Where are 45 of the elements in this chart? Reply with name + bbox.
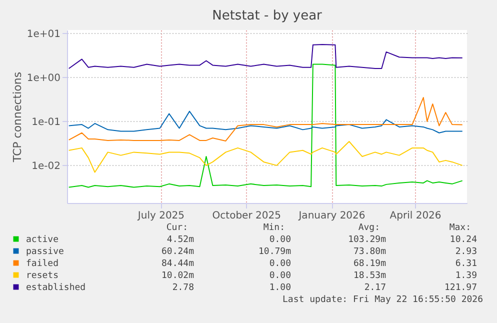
legend-label: passive (26, 247, 64, 257)
text: 103.29m (348, 235, 386, 245)
y-tick-label: 1e+00 (26, 72, 60, 84)
text: 0.00 (269, 259, 291, 269)
legend-label: resets (26, 271, 59, 281)
text: 60.24m (161, 247, 194, 257)
x-tick-label: October 2025 (212, 210, 281, 222)
text: 18.53m (353, 271, 386, 281)
x-tick-label: April 2026 (390, 210, 442, 222)
y-tick-label: 1e+01 (26, 28, 60, 40)
line-series (68, 110, 463, 134)
line-series (68, 44, 463, 69)
text: Min: (263, 223, 285, 233)
text: Avg: (358, 223, 380, 233)
y-tick-label: 1e-02 (32, 160, 60, 172)
line-series (68, 141, 463, 173)
chart-title: Netstat - by year (212, 8, 323, 24)
legend-label: established (26, 283, 86, 293)
text: 1.00 (269, 283, 291, 293)
x-tick-label: January 2026 (298, 210, 366, 222)
legend-label: active (26, 235, 59, 245)
text: Last update: Fri May 22 16:55:50 2026 (282, 295, 483, 305)
text: 6.31 (455, 259, 477, 269)
y-axis-title: TCP connections (10, 72, 24, 164)
text: 73.80m (353, 247, 386, 257)
text: 0.00 (269, 235, 291, 245)
text: Cur: (166, 223, 188, 233)
text: Max: (449, 223, 471, 233)
x-tick-label: July 2025 (136, 210, 185, 222)
line-series (68, 97, 463, 142)
legend-label: failed (26, 259, 59, 269)
text: 84.44m (161, 259, 194, 269)
text: 2.17 (364, 283, 386, 293)
text: 2.78 (172, 283, 194, 293)
text: 68.19m (353, 259, 386, 269)
text: 2.93 (455, 247, 477, 257)
text: 0.00 (269, 271, 291, 281)
text: 4.52m (166, 235, 194, 245)
line-series (68, 64, 463, 188)
text: 1.39 (455, 271, 477, 281)
text: 121.97 (444, 283, 477, 293)
text: 10.02m (161, 271, 194, 281)
text: 10.79m (258, 247, 291, 257)
y-tick-label: 1e-01 (32, 116, 60, 128)
text: 10.24 (450, 235, 477, 245)
